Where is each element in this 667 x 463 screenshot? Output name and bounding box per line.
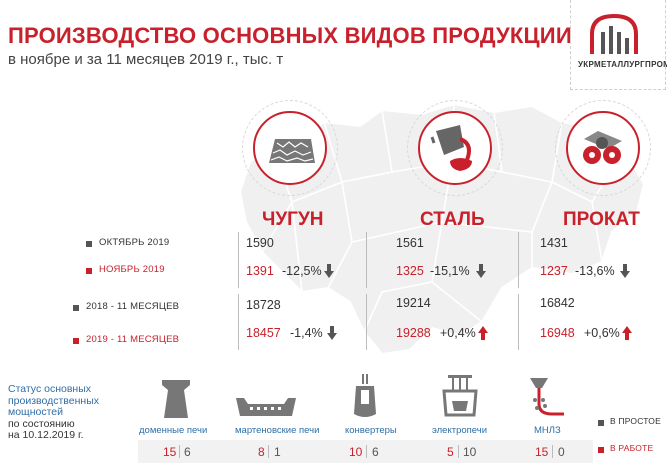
legend-swatch-ytd2018: [73, 305, 79, 311]
steel-ytd-change: +0,4%: [440, 326, 476, 340]
steel-ring: [407, 100, 503, 196]
ukraine-map-background: [238, 102, 646, 356]
divider: [268, 445, 269, 458]
steel-ladle-icon: [418, 111, 492, 185]
legend-swatch-nov: [86, 268, 92, 274]
equipment-counts-bar: [138, 440, 593, 463]
legend-swatch-oct: [86, 241, 92, 247]
legend-working: В РАБОТЕ: [610, 443, 654, 453]
blast-furnace-icon: [162, 380, 190, 418]
divider: [366, 294, 367, 350]
equipment-label-open-hearth: мартеновские печи: [235, 425, 320, 436]
electric-idle: 10: [463, 445, 477, 459]
equipment-label-mnlz: МНЛЗ: [534, 425, 561, 436]
arrow-down-icon: [327, 326, 337, 340]
steel-ytd2018: 19214: [396, 296, 431, 310]
logo-icon: [590, 13, 638, 54]
pig-iron-ytd-change: -1,4%: [290, 326, 323, 340]
open-hearth-furnace-icon: [236, 398, 296, 416]
legend-idle: В ПРОСТОЕ: [610, 416, 661, 426]
rolled-ytd2019: 16948: [540, 326, 575, 340]
status-line: Статус основных: [8, 383, 92, 395]
legend-swatch-idle: [598, 420, 604, 426]
divider: [366, 232, 367, 288]
equipment-label-blast-furnace: доменные печи: [139, 425, 208, 436]
legend-swatch-working: [598, 447, 604, 453]
legend-ytd2018: 2018 - 11 МЕСЯЦЕВ: [86, 301, 180, 312]
equipment-label-converter: конвертеры: [345, 425, 397, 436]
logo-frame: [570, 0, 666, 90]
page-subtitle: в ноябре и за 11 месяцев 2019 г., тыс. т: [8, 51, 284, 68]
divider: [518, 294, 519, 350]
status-line: на 10.12.2019 г.: [8, 429, 84, 441]
rolled-nov-change: -13,6%: [575, 264, 615, 278]
mnlz-working: 15: [535, 445, 549, 459]
rolled-ytd-change: +0,6%: [584, 326, 620, 340]
rolled-ytd2018: 16842: [540, 296, 575, 310]
steel-ytd2019: 19288: [396, 326, 431, 340]
steel-oct: 1561: [396, 236, 424, 250]
product-name-pig-iron: ЧУГУН: [262, 209, 324, 230]
rolled-ring: [555, 100, 651, 196]
page-title: ПРОИЗВОДСТВО ОСНОВНЫХ ВИДОВ ПРОДУКЦИИ: [8, 23, 572, 48]
arrow-down-icon: [476, 264, 486, 278]
converter-idle: 6: [372, 445, 379, 459]
product-name-rolled: ПРОКАТ: [563, 209, 640, 230]
converter-icon: [354, 374, 376, 417]
rolled-nov: 1237: [540, 264, 568, 278]
pig-iron-nov: 1391: [246, 264, 274, 278]
divider: [552, 445, 553, 458]
rolled-metal-icon: [566, 111, 640, 185]
pig-iron-ring: [242, 100, 338, 196]
divider: [366, 445, 367, 458]
divider: [179, 445, 180, 458]
arrow-down-icon: [620, 264, 630, 278]
rolled-oct: 1431: [540, 236, 568, 250]
blast-furnace-working: 15: [163, 445, 177, 459]
divider: [238, 232, 239, 288]
legend-swatch-ytd2019: [73, 338, 79, 344]
pig-iron-icon: [253, 111, 327, 185]
product-name-steel: СТАЛЬ: [420, 209, 485, 230]
open-hearth-working: 8: [258, 445, 265, 459]
open-hearth-idle: 1: [274, 445, 281, 459]
capacity-status-text: Статус основных производственных мощност…: [8, 383, 99, 442]
electric-working: 5: [447, 445, 454, 459]
legend-nov: НОЯБРЬ 2019: [99, 264, 165, 275]
electric-furnace-icon: [442, 375, 478, 417]
status-line: по состоянию: [8, 417, 75, 430]
status-line: мощностей: [8, 406, 63, 418]
legend-ytd2019: 2019 - 11 МЕСЯЦЕВ: [86, 334, 180, 345]
steel-nov: 1325: [396, 264, 424, 278]
steel-nov-change: -15,1%: [430, 264, 470, 278]
pig-iron-ytd2018: 18728: [246, 298, 281, 312]
arrow-down-icon: [324, 264, 334, 278]
divider: [238, 294, 239, 350]
divider: [458, 445, 459, 458]
arrow-up-icon: [622, 326, 632, 340]
continuous-caster-icon: [530, 378, 564, 416]
arrow-up-icon: [478, 326, 488, 340]
pig-iron-oct: 1590: [246, 236, 274, 250]
divider: [518, 232, 519, 288]
pig-iron-nov-change: -12,5%: [282, 264, 322, 278]
mnlz-idle: 0: [558, 445, 565, 459]
legend-oct: ОКТЯБРЬ 2019: [99, 237, 170, 248]
logo-text: УКРМЕТАЛЛУРГПРОМ: [578, 60, 667, 69]
status-line: производственных: [8, 394, 99, 407]
converter-working: 10: [349, 445, 363, 459]
blast-furnace-idle: 6: [184, 445, 191, 459]
equipment-label-electric: электропечи: [432, 425, 488, 436]
pig-iron-ytd2019: 18457: [246, 326, 281, 340]
